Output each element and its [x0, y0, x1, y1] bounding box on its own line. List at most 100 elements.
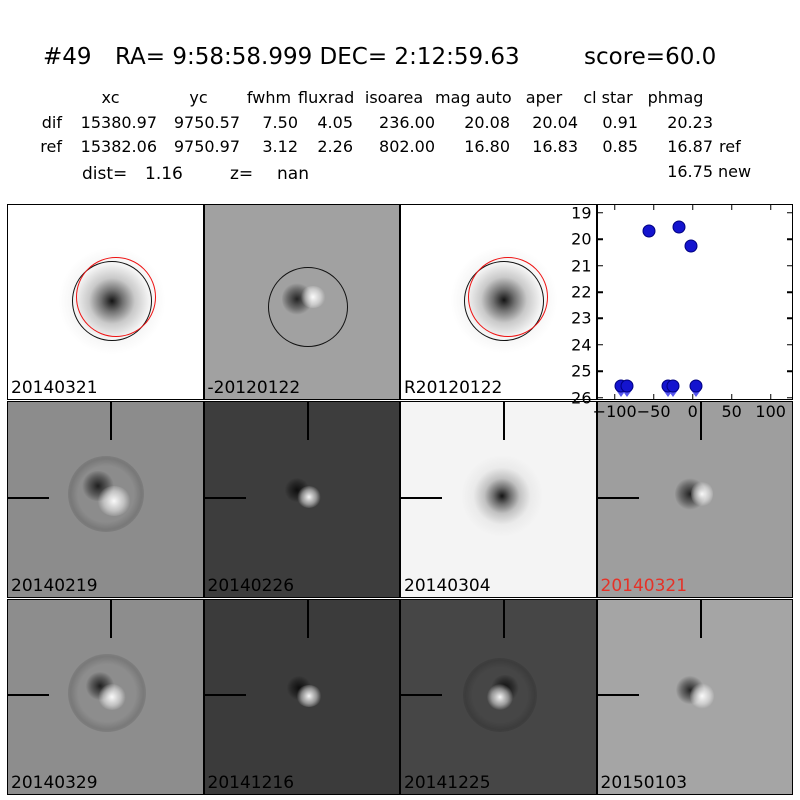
- dif-yc: 9750.57: [173, 112, 240, 132]
- x-axis-tick-label: 0: [687, 402, 698, 422]
- col-header-fwhm: fwhm: [246, 88, 292, 107]
- ref-xc: 15382.06: [80, 137, 157, 156]
- data-point: [684, 239, 698, 253]
- cutout-date-label: 20150103: [600, 772, 688, 793]
- crosshair-tick-horizontal: [204, 496, 246, 499]
- crosshair-tick-vertical: [110, 402, 113, 441]
- ref-yc: 9750.97: [173, 137, 240, 156]
- dist-value: 1.16: [145, 164, 183, 184]
- y-axis-tick: [597, 344, 603, 346]
- residual-bright-spot: [295, 684, 322, 707]
- data-point: [620, 379, 634, 393]
- dif-phmag: 20.23: [667, 112, 713, 132]
- dif-suffix: [713, 111, 773, 136]
- y-axis-tick-label: 19: [571, 203, 592, 223]
- candidate-score: score=60.0: [584, 44, 717, 70]
- y-axis-tick: [597, 238, 603, 241]
- dif-mag-auto: 20.08: [464, 112, 510, 132]
- residual-bright-spot: [98, 683, 126, 710]
- cutout-date-label: 20140321: [600, 575, 688, 596]
- y-axis-tick: [597, 291, 603, 293]
- col-header-yc: yc: [189, 88, 208, 107]
- cutout-date-label: 20141225: [404, 772, 491, 793]
- data-point: [672, 220, 686, 234]
- magnitude-lightcurve-plot: −100 −50 0 50 100 19 20 21 22 23 24 25 26: [571, 203, 793, 421]
- crosshair-tick-vertical: [699, 599, 702, 638]
- ref-fluxrad: 2.26: [317, 137, 353, 156]
- y-axis-tick: [597, 396, 603, 399]
- candidate-coordinates: RA= 9:58:58.999 DEC= 2:12:59.63: [115, 44, 520, 70]
- dif-xc: 15380.97: [80, 112, 157, 132]
- col-header-fluxrad: fluxrad: [298, 88, 355, 107]
- cutout-date-label: -20120122: [207, 378, 301, 399]
- residual-bright-spot: [689, 682, 714, 709]
- data-point: [689, 379, 703, 393]
- new-phmag-suffix: new: [718, 162, 752, 181]
- y-axis-tick: [787, 212, 792, 214]
- cutout-panel-difference-image: -20120122: [203, 204, 400, 401]
- data-point: [666, 379, 680, 393]
- data-point: [642, 224, 656, 238]
- crosshair-tick-vertical: [306, 402, 309, 441]
- row-label-dif: dif: [41, 112, 62, 132]
- ref-aper: 16.83: [532, 137, 578, 156]
- info-line: dist= 1.16 z= nan: [0, 161, 800, 187]
- x-axis-tick-label: −50: [636, 402, 671, 422]
- ref-fwhm: 3.12: [262, 137, 298, 156]
- col-header-xc: xc: [101, 88, 120, 107]
- col-header-aper: aper: [525, 88, 563, 107]
- dif-cl-star: 0.91: [602, 112, 638, 132]
- dif-fwhm: 7.50: [262, 112, 298, 132]
- crosshair-tick-vertical: [503, 402, 506, 441]
- col-header-mag-auto: mag auto: [435, 88, 512, 107]
- y-axis-tick: [787, 396, 792, 399]
- x-axis-tick: [652, 205, 655, 210]
- cutout-panel-epoch-current: 20140321: [596, 401, 793, 598]
- cutout-date-label: 20140329: [11, 772, 98, 793]
- y-axis-tick: [787, 317, 792, 320]
- y-axis-tick: [597, 264, 603, 267]
- y-axis-tick: [787, 264, 792, 267]
- col-header-phmag: phmag: [647, 88, 704, 107]
- x-axis-tick: [730, 205, 733, 210]
- crosshair-tick-vertical: [110, 599, 113, 638]
- crosshair-tick-vertical: [306, 599, 309, 638]
- ref-mag-auto: 16.80: [464, 137, 510, 156]
- x-axis-tick-label: −100: [592, 402, 637, 422]
- dif-fluxrad: 4.05: [317, 112, 353, 132]
- x-axis-tick: [769, 394, 772, 400]
- crosshair-tick-horizontal: [597, 693, 639, 696]
- y-axis-tick-label: 24: [571, 335, 592, 355]
- x-axis-tick: [652, 394, 655, 400]
- x-axis-tick-label: 100: [755, 402, 786, 422]
- upper-limit-marker: [622, 389, 633, 397]
- cutout-date-label: 20140321: [11, 378, 98, 399]
- col-header-isoarea: isoarea: [364, 88, 424, 107]
- x-axis-tick: [730, 394, 733, 400]
- y-axis-tick: [787, 370, 792, 373]
- new-phmag-value: 16.75: [667, 162, 713, 181]
- figure-title: #49 RA= 9:58:58.999 DEC= 2:12:59.63 scor…: [0, 44, 800, 74]
- x-axis-tick: [613, 205, 616, 210]
- residual-bright-spot: [690, 481, 713, 508]
- aperture-circle-red: [468, 257, 548, 337]
- cutout-panel-epoch: 20140304: [400, 401, 597, 598]
- dist-label: dist=: [82, 164, 128, 184]
- ref-cl-star: 0.85: [602, 137, 638, 156]
- y-axis-tick: [787, 344, 792, 346]
- ref-suffix: ref: [719, 137, 741, 156]
- residual-bright-spot: [97, 486, 131, 517]
- x-axis-tick: [613, 394, 616, 400]
- y-axis-tick-label: 25: [571, 361, 592, 381]
- cutout-panel-new-image: 20140321: [7, 204, 204, 401]
- cutout-date-label: 20140304: [404, 575, 491, 596]
- ref-isoarea: 802.00: [379, 137, 435, 156]
- crosshair-tick-horizontal: [597, 496, 639, 499]
- redshift-value: nan: [277, 164, 309, 184]
- x-axis-tick: [691, 394, 694, 400]
- y-axis-tick-label: 23: [571, 308, 592, 328]
- cutout-panel-epoch: 20141216: [203, 598, 400, 795]
- residual-bright-spot: [296, 486, 321, 509]
- cutout-date-label: R20120122: [404, 378, 503, 399]
- col-header-cl-star: cl star: [583, 88, 633, 107]
